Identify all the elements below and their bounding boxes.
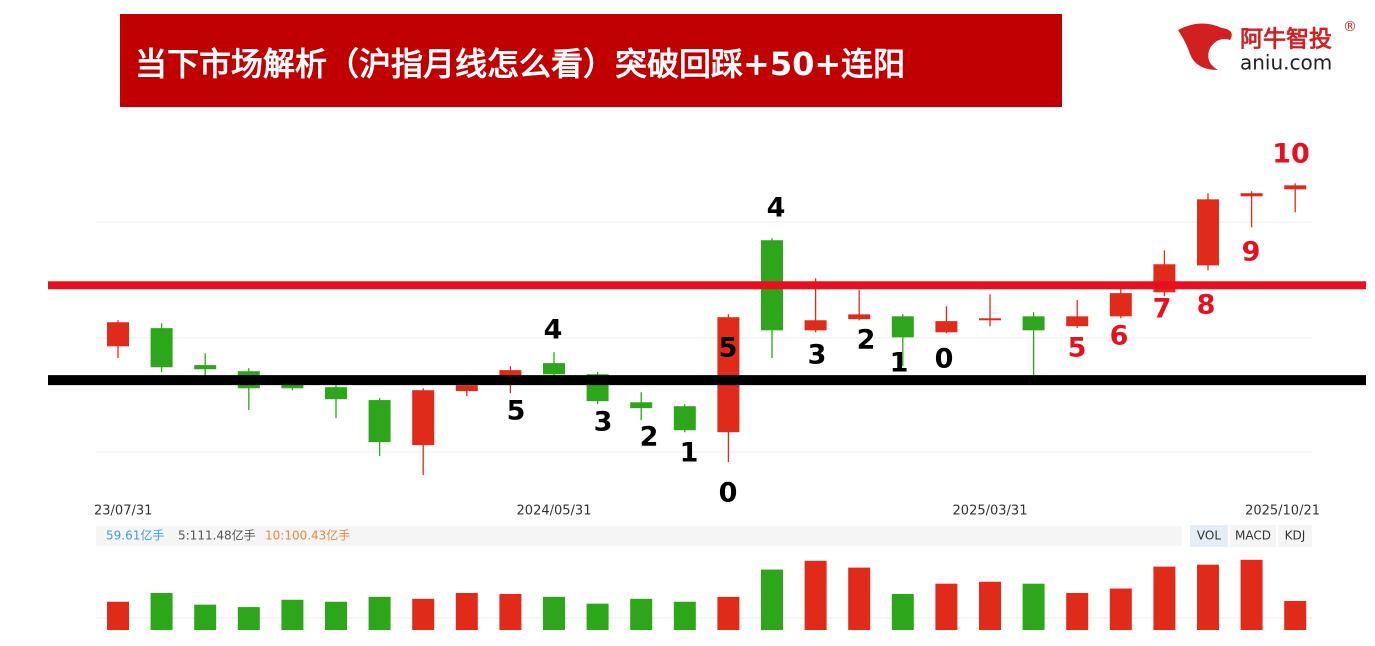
volume-bar	[455, 592, 478, 630]
candle-body	[1066, 316, 1089, 327]
annotation: 4	[767, 193, 786, 224]
candle-body	[673, 406, 696, 431]
annotation: 5	[507, 396, 526, 427]
volume-bar	[107, 601, 129, 630]
x-tick-label: 2025/10/21	[1245, 504, 1320, 519]
candle-body	[499, 370, 522, 378]
title-box	[120, 14, 1062, 107]
ma10-label: 10:100.43亿手	[265, 528, 350, 543]
annotation: 0	[935, 344, 954, 375]
tab[interactable]: MACD	[1235, 529, 1271, 543]
volume-bar	[1153, 566, 1176, 630]
volume-header	[96, 526, 1182, 546]
candle-body	[979, 318, 1001, 321]
annotation: 5	[1068, 333, 1087, 364]
volume-bar	[499, 593, 522, 630]
candle-body	[804, 320, 827, 331]
tab-bg[interactable]	[1278, 525, 1312, 547]
candle-body	[891, 316, 914, 338]
annotation: 6	[1110, 321, 1129, 352]
volume-bar	[543, 596, 565, 630]
volume-bar	[1240, 559, 1263, 630]
grid	[96, 221, 1312, 453]
volume-bar	[1197, 564, 1219, 630]
volume-bar	[368, 596, 391, 630]
volume-bar	[1066, 592, 1089, 630]
volume-bar	[325, 601, 347, 630]
annotation: 7	[1153, 294, 1172, 325]
volume-bar	[1022, 583, 1045, 630]
candle-body	[543, 363, 565, 375]
volume-bar	[979, 581, 1001, 630]
candle-body	[194, 365, 217, 370]
volume-bar	[717, 596, 740, 630]
candle-body	[1284, 185, 1307, 190]
tab-bg[interactable]	[1190, 525, 1228, 547]
candle-body	[325, 387, 347, 400]
volume-bar	[281, 599, 304, 630]
annotation: 1	[890, 348, 909, 379]
volume-bar	[1109, 588, 1132, 630]
x-tick-label: 2024/05/31	[517, 504, 592, 519]
candle-body	[1197, 199, 1219, 266]
annotation: 3	[594, 407, 613, 438]
x-tick-label: 2025/03/31	[953, 504, 1028, 519]
candle-body	[281, 384, 304, 389]
candle-body	[1109, 293, 1132, 317]
volume-bar	[237, 607, 260, 630]
volume-bar	[630, 598, 653, 630]
volume-bar	[848, 567, 871, 630]
candle-body	[368, 400, 391, 443]
logo-mark: ®	[1343, 19, 1357, 35]
tab-bg[interactable]	[1230, 525, 1276, 547]
x-tick-label: 23/07/31	[94, 504, 152, 519]
volume-bar	[673, 601, 696, 630]
logo-cn: 阿牛智投	[1240, 26, 1332, 53]
volume-bar	[935, 583, 958, 630]
volume-bar	[412, 598, 435, 630]
volume-bar	[194, 604, 217, 630]
candle-body	[150, 328, 173, 368]
annotation: 2	[857, 325, 876, 356]
volume-bar	[804, 560, 827, 630]
volume-bar	[761, 569, 783, 630]
candle-body	[455, 385, 478, 392]
annotation: 5	[719, 333, 738, 364]
annotation: 4	[544, 315, 563, 346]
candle-body	[717, 317, 740, 433]
ma5-label: 5:111.48亿手	[178, 528, 256, 543]
logo-icon	[1178, 23, 1232, 70]
volume-bar	[1284, 600, 1307, 630]
volume-bar	[891, 593, 914, 630]
candle-body	[848, 314, 871, 320]
tab[interactable]: VOL	[1197, 529, 1221, 543]
candle-body	[935, 321, 958, 333]
annotation: 0	[719, 478, 738, 509]
annotation: 3	[808, 340, 827, 371]
candle-body	[630, 402, 653, 409]
annotation: 8	[1197, 290, 1216, 321]
candle-body	[1022, 316, 1045, 331]
annotation: 10	[1272, 139, 1310, 170]
tab[interactable]: KDJ	[1285, 529, 1306, 543]
logo-en: aniu.com	[1240, 51, 1332, 75]
title: 当下市场解析（沪指月线怎么看）突破回踩+50+连阳	[135, 45, 905, 83]
annotation: 1	[680, 438, 699, 469]
volume-bar	[150, 592, 173, 630]
volume-label: 59.61亿手	[106, 528, 164, 543]
annotation: 9	[1242, 237, 1261, 268]
candle-body	[412, 390, 435, 446]
candle-body	[107, 322, 129, 347]
candle-body	[1240, 193, 1263, 197]
volume-bar	[586, 603, 609, 630]
annotation: 2	[640, 422, 659, 453]
